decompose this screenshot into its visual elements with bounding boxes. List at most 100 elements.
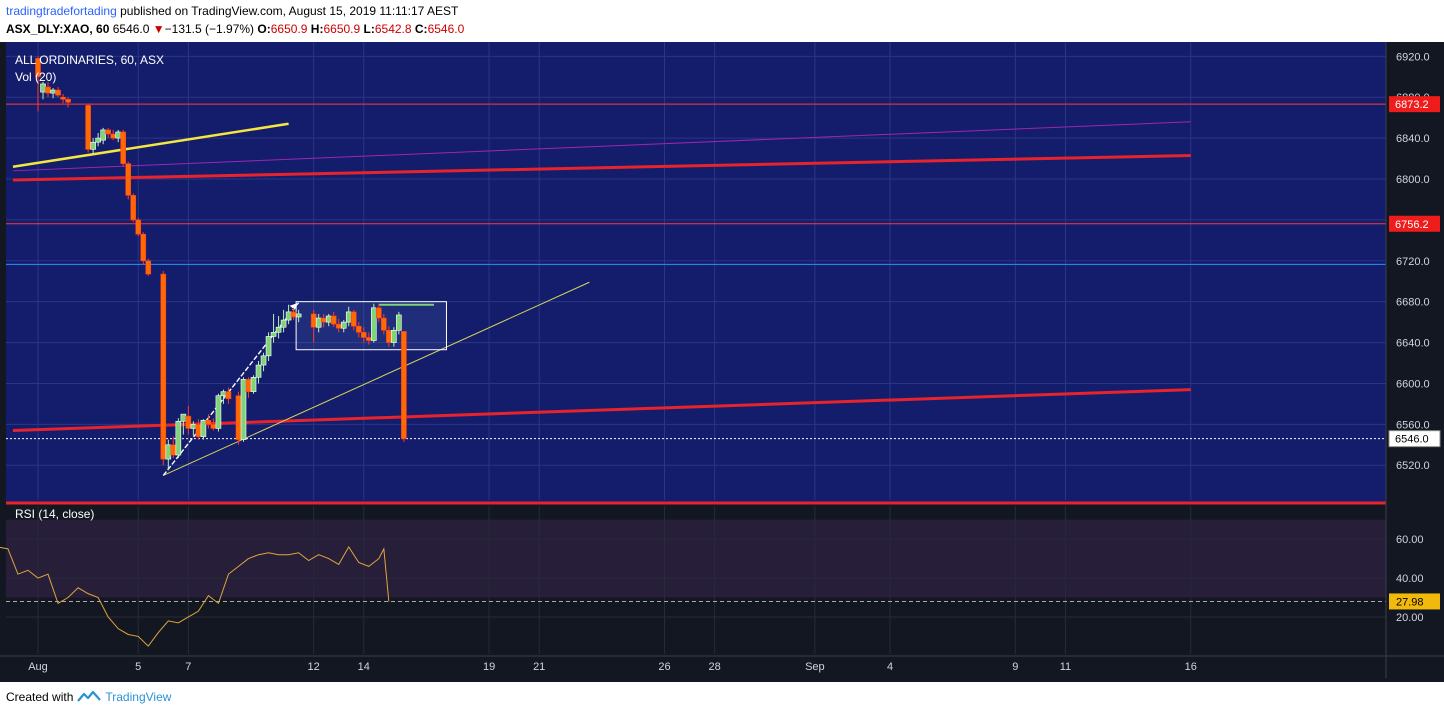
candle-body[interactable] [295, 313, 302, 318]
candle-body[interactable] [55, 89, 61, 96]
candle-body[interactable] [225, 391, 232, 400]
rsi-tick-label: 60.00 [1396, 534, 1424, 546]
candle-body[interactable] [330, 315, 337, 325]
low-value: 6542.8 [374, 22, 412, 36]
candle-body[interactable] [185, 415, 192, 429]
open-value: 6650.9 [270, 22, 308, 36]
publish-text: published on TradingView.com, August 15,… [120, 4, 459, 18]
candle-body[interactable] [90, 141, 96, 150]
candle-body[interactable] [290, 311, 297, 318]
candle-body[interactable] [245, 379, 252, 392]
open-label: O: [257, 22, 271, 36]
candle-body[interactable] [210, 424, 217, 429]
rsi-tick-label: 20.00 [1396, 612, 1424, 624]
candle-body[interactable] [215, 395, 222, 429]
trend-line[interactable] [12, 153, 1191, 182]
high-value: 6650.9 [323, 22, 361, 36]
candle-body[interactable] [315, 317, 322, 328]
symbol-line: ASX_DLY:XAO, 60 6546.0 ▼−131.5 (−1.97%) … [6, 22, 464, 36]
candle-body[interactable] [40, 83, 46, 93]
time-tick-label: 4 [887, 661, 893, 673]
candle-body[interactable] [65, 98, 71, 103]
candle-body[interactable] [195, 424, 202, 437]
candle-body[interactable] [285, 311, 292, 321]
price-tick-label: 6640.0 [1396, 338, 1430, 350]
candle-body[interactable] [220, 391, 227, 397]
trend-line[interactable] [163, 281, 590, 476]
candle-body[interactable] [260, 355, 267, 366]
candle-body[interactable] [270, 332, 277, 337]
candle-body[interactable] [275, 326, 282, 333]
candle-body[interactable] [340, 321, 347, 329]
candle-body[interactable] [145, 260, 152, 275]
candle-body[interactable] [235, 395, 242, 440]
candle-body[interactable] [200, 419, 207, 437]
candle-body[interactable] [401, 331, 407, 439]
price-label-box [1388, 430, 1441, 448]
price-pane-background [6, 42, 1386, 502]
candle-body[interactable] [130, 195, 137, 221]
candle-body[interactable] [345, 311, 352, 323]
candle-body[interactable] [325, 315, 332, 323]
candle-body[interactable] [320, 317, 327, 323]
candle-body[interactable] [170, 444, 177, 456]
candle-body[interactable] [165, 444, 172, 460]
candle-body[interactable] [355, 325, 362, 333]
publish-info: tradingtradefortading published on Tradi… [6, 4, 458, 18]
candle-body[interactable] [381, 317, 387, 331]
price-tick-label: 6840.0 [1396, 133, 1430, 145]
candle-body[interactable] [85, 105, 91, 150]
candle-body[interactable] [255, 364, 262, 378]
candle-body[interactable] [280, 319, 287, 328]
candle-body[interactable] [45, 86, 51, 94]
rsi-legend: RSI (14, close) [15, 507, 94, 521]
candle-body[interactable] [160, 273, 167, 460]
candle-body[interactable] [110, 133, 116, 139]
tradingview-logo-icon [77, 690, 102, 702]
candle-body[interactable] [50, 89, 56, 94]
candle-body[interactable] [240, 379, 247, 440]
volume-legend: Vol (20) [15, 70, 56, 84]
time-tick-label: 5 [135, 661, 141, 673]
candle-body[interactable] [250, 377, 257, 392]
rsi-line[interactable] [0, 545, 390, 647]
time-axis[interactable]: Aug 5 7 12 14 19 21 26 28 Sep 4 9 11 16 [0, 655, 1444, 673]
candle-body[interactable] [105, 129, 111, 135]
candle-body[interactable] [60, 96, 66, 100]
candle-body[interactable] [391, 329, 397, 343]
price-change: −131.5 (−1.97%) [164, 22, 255, 36]
candle-body[interactable] [190, 424, 197, 429]
grid [6, 42, 1386, 654]
candle-body[interactable] [205, 419, 212, 425]
candle-body[interactable] [376, 307, 382, 319]
candle-body[interactable] [35, 58, 41, 78]
candle-body[interactable] [175, 420, 182, 456]
candles[interactable] [35, 56, 407, 471]
candle-body[interactable] [386, 329, 392, 343]
candle-body[interactable] [115, 131, 121, 139]
candle-body[interactable] [335, 323, 342, 329]
time-tick-label: 26 [658, 661, 670, 673]
chart-area[interactable]: 6920.06880.06840.06800.06760.06720.06680… [0, 42, 1444, 682]
candle-body[interactable] [180, 413, 187, 422]
candle-body[interactable] [396, 314, 402, 331]
candle-body[interactable] [120, 131, 127, 164]
candle-body[interactable] [365, 337, 372, 341]
candle-body[interactable] [135, 219, 142, 235]
author-link[interactable]: tradingtradefortading [6, 4, 117, 18]
candle-body[interactable] [360, 332, 367, 338]
trend-line[interactable] [12, 121, 1191, 172]
candle-body[interactable] [140, 233, 147, 262]
candle-body[interactable] [310, 313, 317, 328]
candle-body[interactable] [100, 129, 106, 141]
price-axis[interactable] [1387, 42, 1444, 678]
candle-body[interactable] [350, 311, 357, 327]
candle-body[interactable] [265, 336, 272, 357]
candle-body[interactable] [95, 137, 101, 143]
candle-body[interactable] [125, 163, 132, 196]
candle-body[interactable] [371, 307, 377, 341]
tradingview-brand[interactable]: TradingView [105, 690, 172, 704]
price-label-box [1389, 215, 1440, 232]
trend-line[interactable] [12, 122, 289, 168]
price-tick-label: 6720.0 [1396, 256, 1430, 268]
